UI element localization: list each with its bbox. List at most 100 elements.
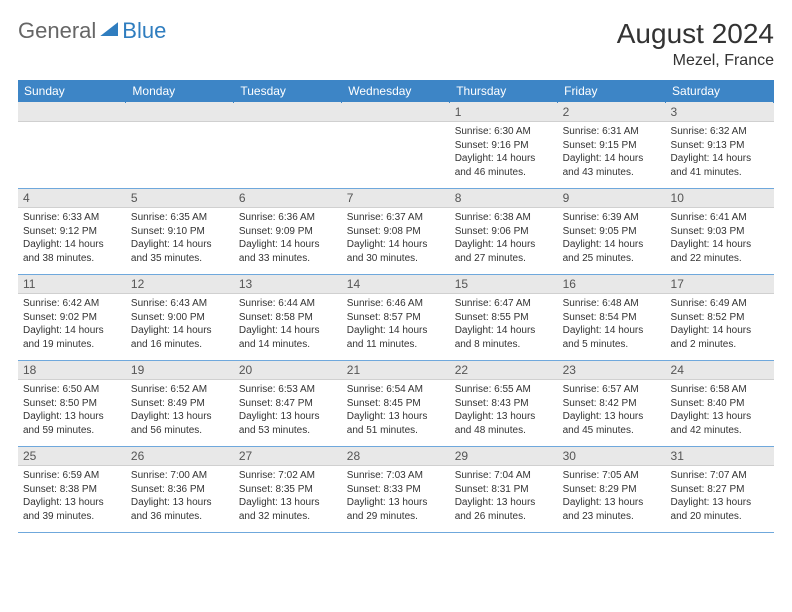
day-details: Sunrise: 6:42 AMSunset: 9:02 PMDaylight:… [18,294,126,354]
day-number: 3 [666,103,774,122]
day-details: Sunrise: 6:49 AMSunset: 8:52 PMDaylight:… [666,294,774,354]
calendar-cell [18,103,126,189]
calendar-cell: 8Sunrise: 6:38 AMSunset: 9:06 PMDaylight… [450,189,558,275]
day-details: Sunrise: 7:05 AMSunset: 8:29 PMDaylight:… [558,466,666,526]
calendar-cell: 3Sunrise: 6:32 AMSunset: 9:13 PMDaylight… [666,103,774,189]
calendar-cell: 30Sunrise: 7:05 AMSunset: 8:29 PMDayligh… [558,447,666,533]
calendar-cell: 1Sunrise: 6:30 AMSunset: 9:16 PMDaylight… [450,103,558,189]
day-details: Sunrise: 6:44 AMSunset: 8:58 PMDaylight:… [234,294,342,354]
calendar-cell: 14Sunrise: 6:46 AMSunset: 8:57 PMDayligh… [342,275,450,361]
calendar-cell: 25Sunrise: 6:59 AMSunset: 8:38 PMDayligh… [18,447,126,533]
day-number [126,103,234,122]
day-details: Sunrise: 6:47 AMSunset: 8:55 PMDaylight:… [450,294,558,354]
calendar-cell: 9Sunrise: 6:39 AMSunset: 9:05 PMDaylight… [558,189,666,275]
day-number: 19 [126,361,234,380]
day-number: 17 [666,275,774,294]
day-number: 29 [450,447,558,466]
day-number: 14 [342,275,450,294]
calendar-cell: 21Sunrise: 6:54 AMSunset: 8:45 PMDayligh… [342,361,450,447]
day-details: Sunrise: 7:00 AMSunset: 8:36 PMDaylight:… [126,466,234,526]
calendar-cell [234,103,342,189]
day-number: 21 [342,361,450,380]
day-details: Sunrise: 6:37 AMSunset: 9:08 PMDaylight:… [342,208,450,268]
day-details: Sunrise: 6:30 AMSunset: 9:16 PMDaylight:… [450,122,558,182]
day-details: Sunrise: 6:59 AMSunset: 8:38 PMDaylight:… [18,466,126,526]
day-number: 13 [234,275,342,294]
weekday-header: Sunday [18,80,126,103]
day-number: 22 [450,361,558,380]
calendar-cell: 2Sunrise: 6:31 AMSunset: 9:15 PMDaylight… [558,103,666,189]
day-details: Sunrise: 6:38 AMSunset: 9:06 PMDaylight:… [450,208,558,268]
brand-part1: General [18,18,96,44]
calendar-cell: 27Sunrise: 7:02 AMSunset: 8:35 PMDayligh… [234,447,342,533]
day-details: Sunrise: 6:58 AMSunset: 8:40 PMDaylight:… [666,380,774,440]
day-number: 4 [18,189,126,208]
day-details: Sunrise: 6:36 AMSunset: 9:09 PMDaylight:… [234,208,342,268]
day-details: Sunrise: 6:33 AMSunset: 9:12 PMDaylight:… [18,208,126,268]
day-details: Sunrise: 6:54 AMSunset: 8:45 PMDaylight:… [342,380,450,440]
day-details: Sunrise: 6:50 AMSunset: 8:50 PMDaylight:… [18,380,126,440]
weekday-header: Thursday [450,80,558,103]
day-number: 26 [126,447,234,466]
calendar-cell: 23Sunrise: 6:57 AMSunset: 8:42 PMDayligh… [558,361,666,447]
weekday-header: Tuesday [234,80,342,103]
calendar-cell: 10Sunrise: 6:41 AMSunset: 9:03 PMDayligh… [666,189,774,275]
calendar-cell: 15Sunrise: 6:47 AMSunset: 8:55 PMDayligh… [450,275,558,361]
day-number: 10 [666,189,774,208]
calendar-cell: 16Sunrise: 6:48 AMSunset: 8:54 PMDayligh… [558,275,666,361]
day-details: Sunrise: 6:48 AMSunset: 8:54 PMDaylight:… [558,294,666,354]
day-details: Sunrise: 6:52 AMSunset: 8:49 PMDaylight:… [126,380,234,440]
day-details: Sunrise: 7:02 AMSunset: 8:35 PMDaylight:… [234,466,342,526]
calendar-cell: 31Sunrise: 7:07 AMSunset: 8:27 PMDayligh… [666,447,774,533]
day-details: Sunrise: 6:43 AMSunset: 9:00 PMDaylight:… [126,294,234,354]
calendar-cell: 5Sunrise: 6:35 AMSunset: 9:10 PMDaylight… [126,189,234,275]
calendar-cell: 18Sunrise: 6:50 AMSunset: 8:50 PMDayligh… [18,361,126,447]
day-number: 24 [666,361,774,380]
day-details: Sunrise: 6:31 AMSunset: 9:15 PMDaylight:… [558,122,666,182]
day-details: Sunrise: 6:46 AMSunset: 8:57 PMDaylight:… [342,294,450,354]
day-details: Sunrise: 6:32 AMSunset: 9:13 PMDaylight:… [666,122,774,182]
calendar-cell: 4Sunrise: 6:33 AMSunset: 9:12 PMDaylight… [18,189,126,275]
day-number: 28 [342,447,450,466]
day-number: 31 [666,447,774,466]
weekday-header: Saturday [666,80,774,103]
day-number: 6 [234,189,342,208]
day-number: 7 [342,189,450,208]
calendar-row: 11Sunrise: 6:42 AMSunset: 9:02 PMDayligh… [18,275,774,361]
calendar-cell: 24Sunrise: 6:58 AMSunset: 8:40 PMDayligh… [666,361,774,447]
calendar-cell: 26Sunrise: 7:00 AMSunset: 8:36 PMDayligh… [126,447,234,533]
day-number: 15 [450,275,558,294]
weekday-header: Wednesday [342,80,450,103]
day-details: Sunrise: 6:55 AMSunset: 8:43 PMDaylight:… [450,380,558,440]
day-number: 9 [558,189,666,208]
day-number: 2 [558,103,666,122]
calendar-cell: 28Sunrise: 7:03 AMSunset: 8:33 PMDayligh… [342,447,450,533]
calendar-cell: 20Sunrise: 6:53 AMSunset: 8:47 PMDayligh… [234,361,342,447]
calendar-row: 18Sunrise: 6:50 AMSunset: 8:50 PMDayligh… [18,361,774,447]
day-number [234,103,342,122]
day-details: Sunrise: 7:07 AMSunset: 8:27 PMDaylight:… [666,466,774,526]
title-block: August 2024 Mezel, France [617,18,774,70]
calendar-cell: 17Sunrise: 6:49 AMSunset: 8:52 PMDayligh… [666,275,774,361]
calendar-cell [126,103,234,189]
day-number: 25 [18,447,126,466]
day-number [18,103,126,122]
day-details: Sunrise: 6:57 AMSunset: 8:42 PMDaylight:… [558,380,666,440]
calendar-cell: 12Sunrise: 6:43 AMSunset: 9:00 PMDayligh… [126,275,234,361]
day-number: 23 [558,361,666,380]
day-number: 30 [558,447,666,466]
location: Mezel, France [617,52,774,70]
calendar-row: 1Sunrise: 6:30 AMSunset: 9:16 PMDaylight… [18,103,774,189]
day-number: 5 [126,189,234,208]
weekday-header-row: Sunday Monday Tuesday Wednesday Thursday… [18,80,774,103]
calendar-cell: 6Sunrise: 6:36 AMSunset: 9:09 PMDaylight… [234,189,342,275]
header: General Blue August 2024 Mezel, France [18,18,774,70]
day-number: 27 [234,447,342,466]
calendar-cell: 19Sunrise: 6:52 AMSunset: 8:49 PMDayligh… [126,361,234,447]
calendar-cell: 29Sunrise: 7:04 AMSunset: 8:31 PMDayligh… [450,447,558,533]
brand-mark-icon [100,22,118,36]
day-number: 11 [18,275,126,294]
day-details: Sunrise: 6:41 AMSunset: 9:03 PMDaylight:… [666,208,774,268]
day-number: 12 [126,275,234,294]
calendar-row: 4Sunrise: 6:33 AMSunset: 9:12 PMDaylight… [18,189,774,275]
